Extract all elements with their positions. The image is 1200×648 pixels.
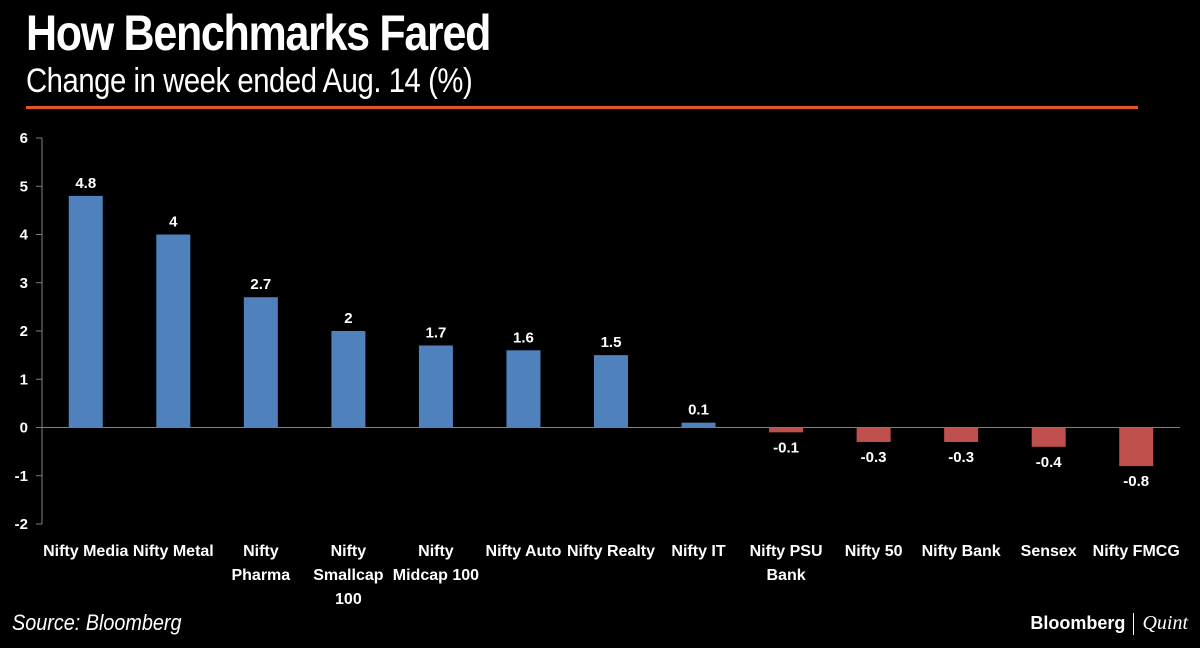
bar [331, 331, 366, 428]
bar [1031, 427, 1066, 447]
category-label: Nifty IT [671, 543, 725, 560]
title-divider [26, 106, 1138, 109]
bar-series [68, 195, 1154, 467]
category-labels: Nifty Media Nifty Metal Nifty Pharma Nifty Sm… [43, 543, 1180, 608]
category-label: Nifty Bank [922, 543, 1001, 560]
bar [506, 350, 541, 428]
data-label: 2.7 [250, 276, 271, 293]
publisher-logo: Bloomberg Quint [1030, 612, 1188, 635]
y-tick-label: 2 [20, 323, 28, 340]
category-label: Nifty Realty [567, 543, 655, 560]
category-label: Nifty Media [43, 543, 128, 560]
logo-primary: Bloomberg [1030, 613, 1126, 633]
data-label: 1.6 [513, 329, 534, 346]
data-label: -0.8 [1123, 473, 1149, 490]
data-label: -0.1 [773, 439, 799, 456]
data-label: -0.3 [948, 449, 974, 466]
category-label: Nifty Smallcap 100 [313, 543, 383, 608]
source-note: Source: Bloomberg [12, 610, 182, 635]
y-tick-label: -1 [15, 468, 28, 485]
bar [681, 422, 716, 428]
y-tick-label: 1 [20, 371, 28, 388]
logo-separator [1133, 612, 1135, 635]
category-label: Nifty Metal [133, 543, 214, 560]
chart-subtitle: Change in week ended Aug. 14 (%) [26, 62, 473, 100]
logo-secondary: Quint [1142, 612, 1188, 634]
category-label: Nifty FMCG [1093, 543, 1180, 560]
bar [418, 345, 453, 428]
category-label: Sensex [1021, 543, 1077, 560]
chart-title: How Benchmarks Fared [26, 5, 491, 61]
category-label: Nifty Auto [486, 543, 562, 560]
bar [856, 427, 891, 442]
y-tick-label: 0 [20, 420, 28, 437]
category-label: Nifty Pharma [231, 543, 290, 584]
bar [769, 427, 804, 433]
data-label: 0.1 [688, 402, 709, 419]
category-label: Nifty 50 [845, 543, 903, 560]
category-label: Nifty PSU Bank [750, 543, 823, 584]
bar [594, 355, 628, 428]
data-label: 1.7 [425, 324, 446, 341]
y-tick-label: 5 [20, 178, 28, 195]
data-label: 2 [344, 310, 352, 327]
y-tick-label: 4 [20, 227, 29, 244]
bar [68, 195, 103, 428]
bar [944, 427, 979, 442]
bar [243, 297, 278, 428]
y-tick-label: 3 [20, 275, 28, 292]
data-labels: 4.8 4 2.7 2 1.7 1.6 1.5 0.1 -0.1 -0.3 -0.3 -0.4 -0.8 [75, 175, 1149, 490]
y-tick-label: 6 [20, 130, 28, 147]
data-label: -0.4 [1036, 454, 1063, 471]
data-label: 4.8 [75, 175, 96, 192]
y-tick-label: -2 [15, 516, 28, 533]
y-axis: 6 5 4 3 2 1 0 -1 -2 [15, 130, 43, 533]
category-label: Nifty Midcap 100 [393, 543, 479, 584]
bar [156, 234, 191, 428]
data-label: -0.3 [861, 449, 887, 466]
data-label: 4 [169, 214, 178, 231]
bar [1119, 427, 1154, 467]
data-label: 1.5 [601, 334, 622, 351]
